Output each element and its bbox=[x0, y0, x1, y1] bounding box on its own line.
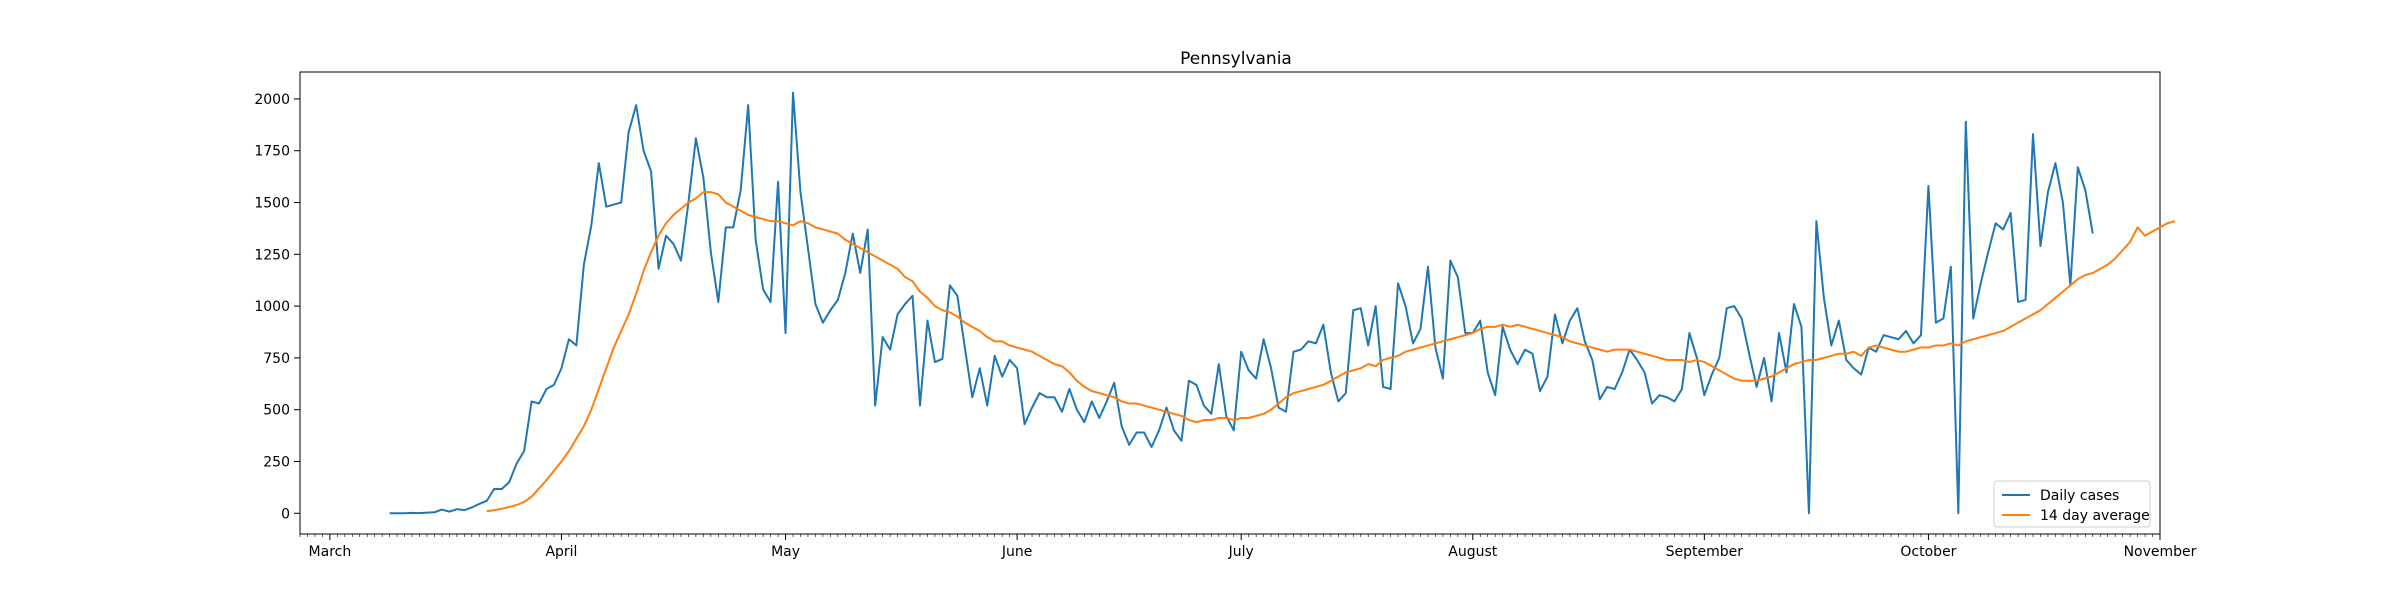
x-tick-label: November bbox=[2124, 544, 2197, 560]
x-axis: March April May June July August September Octo… bbox=[299, 534, 2197, 560]
chart-title: Pennsylvania bbox=[1180, 49, 1292, 69]
y-tick-label: 1500 bbox=[254, 196, 290, 212]
legend-box bbox=[1993, 480, 2151, 528]
plot-frame bbox=[299, 71, 2161, 535]
legend-label: 14 day average bbox=[2040, 508, 2150, 524]
plot-area: March April May June July August September Octo… bbox=[254, 71, 2197, 560]
series-line-daily-cases bbox=[389, 91, 2094, 515]
y-tick-label: 2000 bbox=[254, 92, 290, 108]
y-tick-label: 500 bbox=[263, 403, 290, 419]
y-tick-label: 750 bbox=[263, 351, 290, 367]
legend-label: Daily cases bbox=[2040, 488, 2119, 504]
x-tick-label: March bbox=[309, 544, 352, 560]
x-tick-label: August bbox=[1448, 544, 1498, 560]
y-tick-label: 1750 bbox=[254, 144, 290, 160]
x-tick-label: October bbox=[1900, 544, 1956, 560]
x-tick-label: September bbox=[1666, 544, 1744, 560]
x-tick-label: May bbox=[771, 544, 800, 560]
x-tick-label: June bbox=[1001, 544, 1033, 560]
x-tick-label: July bbox=[1228, 544, 1254, 560]
y-tick-label: 0 bbox=[281, 506, 290, 522]
legend: Daily cases 14 day average bbox=[1993, 480, 2151, 528]
y-axis: 0 250 500 750 1000 1250 1500 1750 2000 bbox=[254, 92, 300, 522]
series-layer bbox=[389, 91, 2176, 515]
series-line-14-day-average bbox=[486, 191, 2176, 513]
y-tick-label: 1250 bbox=[254, 247, 290, 263]
y-tick-label: 1000 bbox=[254, 299, 290, 315]
y-tick-label: 250 bbox=[263, 454, 290, 470]
x-tick-label: April bbox=[545, 544, 577, 560]
